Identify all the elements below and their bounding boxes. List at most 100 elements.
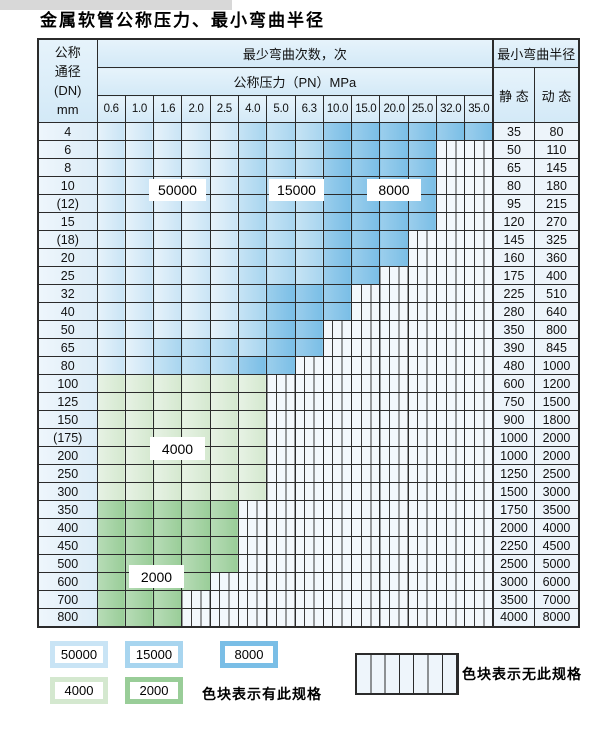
spec-cell	[124, 464, 155, 483]
spec-cell	[237, 518, 268, 537]
spec-cell	[322, 266, 353, 285]
table-row: 300 1500 3000	[37, 482, 580, 501]
spec-cell	[351, 590, 381, 609]
spec-cell	[209, 428, 239, 447]
spec-cell	[181, 554, 211, 573]
spec-cell	[153, 266, 183, 285]
spec-cell	[209, 284, 239, 303]
spec-cell	[153, 122, 183, 141]
spec-cell	[153, 356, 183, 375]
spec-cell	[153, 410, 183, 429]
spec-cell	[464, 284, 494, 303]
spec-cell	[379, 410, 409, 429]
spec-cell	[464, 428, 494, 447]
spec-cell	[407, 248, 438, 267]
spec-cell	[322, 302, 353, 321]
spec-cell	[181, 572, 211, 591]
spec-cell	[379, 608, 409, 627]
spec-cell	[209, 446, 239, 465]
spec-cell	[464, 374, 494, 393]
spec-cell	[436, 212, 466, 231]
spec-cell	[266, 320, 296, 339]
static-radius-cell: 3000	[492, 572, 535, 591]
spec-cell	[379, 302, 409, 321]
spec-cell	[322, 284, 353, 303]
spec-cell	[407, 572, 438, 591]
spec-cell	[351, 536, 381, 555]
spec-cell	[464, 464, 494, 483]
spec-cell	[266, 284, 296, 303]
spec-cell	[96, 554, 126, 573]
spec-cell	[209, 590, 239, 609]
spec-cell	[209, 158, 239, 177]
spec-cell	[96, 410, 126, 429]
spec-cell	[436, 194, 466, 213]
spec-cell	[209, 230, 239, 249]
spec-cell	[351, 356, 381, 375]
spec-cell	[266, 536, 296, 555]
dynamic-radius-cell: 1500	[533, 392, 580, 411]
spec-cell	[209, 518, 239, 537]
spec-cell	[96, 500, 126, 519]
table-row: 32 225 510	[37, 284, 580, 303]
spec-cell	[124, 500, 155, 519]
static-radius-cell: 3500	[492, 590, 535, 609]
spec-cell	[294, 158, 324, 177]
spec-cell	[464, 608, 494, 627]
spec-cell	[351, 122, 381, 141]
spec-cell	[294, 608, 324, 627]
spec-cell	[237, 302, 268, 321]
dynamic-radius-cell: 3500	[533, 500, 580, 519]
spec-cell	[266, 410, 296, 429]
spec-cell	[351, 428, 381, 447]
spec-cell	[181, 266, 211, 285]
spec-cell	[379, 122, 409, 141]
spec-cell	[96, 140, 126, 159]
spec-cell	[237, 410, 268, 429]
pressure-value-header: 0.6	[96, 95, 126, 123]
table-row: 450 2250 4500	[37, 536, 580, 555]
spec-cell	[379, 446, 409, 465]
spec-cell	[266, 500, 296, 519]
spec-cell	[96, 482, 126, 501]
pressure-value-header: 1.6	[153, 95, 183, 123]
spec-cell	[351, 338, 381, 357]
spec-cell	[237, 428, 268, 447]
spec-cell	[464, 320, 494, 339]
spec-cell	[181, 140, 211, 159]
table-row: 400 2000 4000	[37, 518, 580, 537]
spec-cell	[294, 248, 324, 267]
spec-cell	[96, 266, 126, 285]
spec-cell	[209, 194, 239, 213]
spec-cell	[96, 572, 126, 591]
spec-cell	[237, 176, 268, 195]
spec-cell	[436, 392, 466, 411]
spec-cell	[294, 356, 324, 375]
spec-cell	[96, 176, 126, 195]
spec-cell	[351, 230, 381, 249]
spec-cell	[266, 230, 296, 249]
spec-cell	[351, 140, 381, 159]
spec-cell	[436, 518, 466, 537]
spec-cell	[322, 446, 353, 465]
spec-cell	[181, 158, 211, 177]
spec-cell	[153, 338, 183, 357]
spec-cell	[124, 248, 155, 267]
table-row: (18) 145 325	[37, 230, 580, 249]
spec-cell	[379, 428, 409, 447]
spec-cell	[294, 140, 324, 159]
pressure-value-header: 5.0	[266, 95, 296, 123]
spec-cell	[96, 374, 126, 393]
dn-cell: 65	[37, 338, 98, 357]
spec-cell	[436, 464, 466, 483]
spec-cell	[351, 608, 381, 627]
spec-cell	[436, 248, 466, 267]
legend-swatch-50000: 50000	[50, 641, 108, 668]
spec-cell	[96, 158, 126, 177]
spec-cell	[294, 554, 324, 573]
dn-header-line: (DN)	[54, 83, 82, 98]
table-row: 65 390 845	[37, 338, 580, 357]
dn-cell: 6	[37, 140, 98, 159]
table-row: 50 350 800	[37, 320, 580, 339]
spec-cell	[464, 554, 494, 573]
